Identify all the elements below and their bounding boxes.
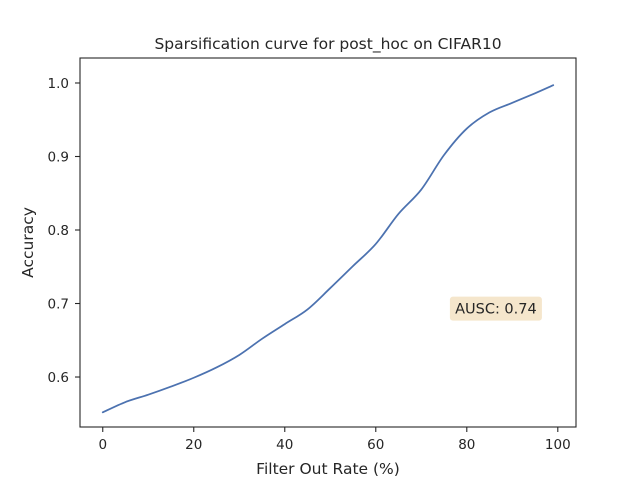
y-tick-label: 0.8: [48, 223, 69, 239]
x-tick-label: 40: [276, 437, 293, 453]
x-axis-label: Filter Out Rate (%): [256, 460, 400, 478]
annotation-text: AUSC: 0.74: [455, 302, 537, 318]
annotation-box: [449, 296, 542, 321]
y-tick-label: 0.9: [48, 149, 69, 165]
x-axis: 0 20 40 60 80 100: [98, 427, 571, 453]
x-tick-label: 60: [367, 437, 384, 453]
series-line: [101, 84, 555, 414]
axes-frame: [79, 57, 577, 428]
y-tick-label: 1.0: [48, 76, 69, 92]
y-axis-label: Accuracy: [19, 207, 37, 278]
x-tick-label: 20: [185, 437, 202, 453]
annotation: AUSC: 0.74: [449, 296, 542, 321]
plot-area: [101, 84, 555, 414]
x-tick-label: 0: [98, 437, 107, 453]
y-tick-label: 0.7: [48, 297, 69, 313]
y-tick-label: 0.6: [48, 370, 69, 386]
chart-title: Sparsification curve for post_hoc on CIF…: [154, 35, 501, 54]
y-axis: 0.6 0.7 0.8 0.9 1.0: [48, 76, 80, 386]
x-tick-label: 100: [545, 437, 571, 453]
x-tick-label: 80: [458, 437, 475, 453]
